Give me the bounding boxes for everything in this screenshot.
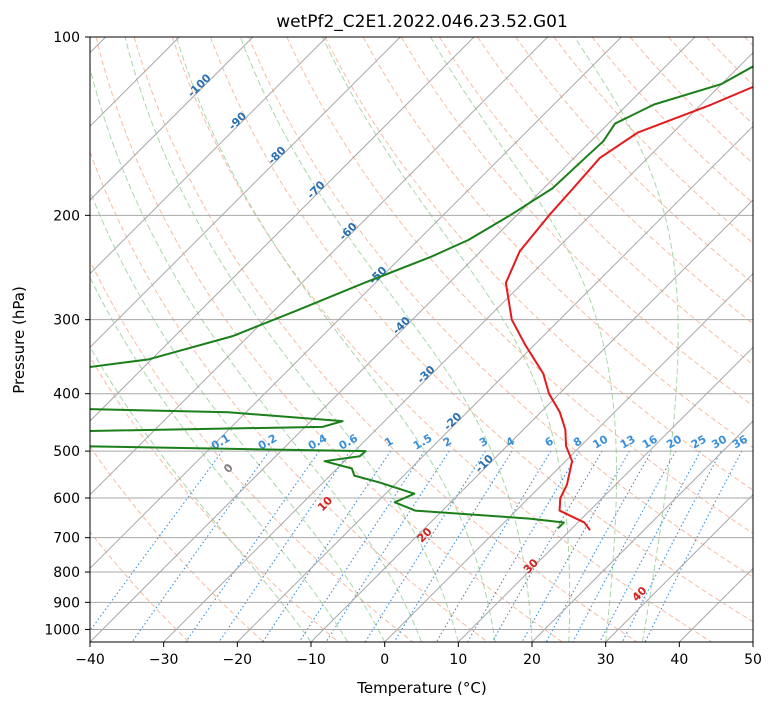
y-tick-label: 300 — [53, 313, 80, 329]
moist-adiabat-line — [124, 37, 459, 642]
dewpoint-line — [90, 65, 753, 530]
mixing-ratio-line — [572, 450, 677, 642]
dry-adiabat-line — [90, 150, 488, 642]
dry-adiabat-line — [210, 37, 753, 623]
moist-adiabat-line — [175, 37, 496, 642]
x-tick-label: 0 — [380, 652, 389, 668]
x-axis-title: Temperature (°C) — [356, 679, 486, 697]
isotherm-line — [605, 493, 753, 642]
y-tick-label: 800 — [53, 565, 80, 581]
isotherm-line — [90, 37, 401, 349]
isotherm-line — [163, 51, 753, 642]
x-tick-label: −20 — [223, 652, 253, 668]
x-tick-label: 50 — [744, 652, 762, 668]
dry-adiabat-line — [439, 37, 753, 366]
mixing-ratio-line — [185, 450, 320, 642]
moist-adiabat-line — [430, 37, 618, 642]
dry-adiabat-line — [90, 259, 414, 642]
isotherm-line — [90, 37, 622, 570]
x-tick-label: 40 — [670, 652, 688, 668]
x-tick-label: −10 — [296, 652, 326, 668]
y-tick-label: 100 — [53, 30, 80, 46]
x-tick-label: 10 — [449, 652, 467, 668]
isotherm-line — [310, 199, 753, 642]
dry-adiabat-line — [362, 37, 753, 449]
x-tick-label: 30 — [597, 652, 615, 668]
dry-adiabat-line — [324, 37, 753, 491]
dry-adiabat-line — [95, 37, 563, 642]
x-tick-label: 20 — [523, 652, 541, 668]
moist-adiabat-line — [90, 276, 349, 642]
mixing-ratio-line — [262, 450, 392, 642]
isotherm-line — [531, 420, 753, 642]
dry-adiabat-line — [133, 37, 638, 642]
dry-adiabat-line — [477, 37, 753, 325]
moist-adiabat-line — [322, 37, 571, 642]
moist-adiabat-line — [239, 37, 533, 642]
dry-adiabat-line — [286, 37, 753, 534]
moist-adiabat-line — [90, 345, 312, 642]
isotherm-line — [236, 125, 753, 642]
dry-adiabat-line — [90, 445, 264, 642]
y-tick-label: 600 — [53, 491, 80, 507]
mixing-ratio-line — [621, 450, 722, 642]
isotherm-line — [90, 37, 549, 496]
isotherm-line — [457, 346, 753, 642]
dry-adiabat-line — [171, 37, 712, 642]
chart-title: wetPf2_C2E1.2022.046.23.52.G01 — [276, 12, 568, 32]
y-tick-label: 700 — [53, 531, 80, 547]
dry-adiabat-line — [248, 37, 753, 578]
plot-frame — [89, 36, 754, 643]
mixing-ratio-line — [599, 450, 702, 642]
mixing-ratio-line — [644, 450, 743, 642]
mixing-ratio-line — [218, 450, 351, 642]
y-axis-title: Pressure (hPa) — [10, 286, 28, 394]
isotherm-line — [90, 37, 328, 275]
y-tick-label: 900 — [53, 595, 80, 611]
isotherm-line — [90, 37, 475, 422]
temperature-line — [504, 85, 753, 531]
dry-adiabat-line — [90, 531, 190, 642]
moist-adiabat-line — [574, 37, 679, 642]
y-tick-label: 200 — [53, 208, 80, 224]
y-tick-label: 1000 — [44, 622, 80, 638]
dry-adiabat-line — [90, 356, 339, 642]
moist-adiabat-line — [90, 189, 386, 642]
mixing-ratio-line — [90, 450, 223, 632]
dry-adiabat-line — [400, 37, 753, 407]
mixing-ratio-line — [298, 450, 425, 642]
mixing-ratio-line — [521, 450, 630, 642]
mixing-ratio-line — [491, 450, 603, 642]
data-series — [90, 65, 753, 531]
y-tick-label: 500 — [53, 444, 80, 460]
dry-adiabat-line — [515, 37, 753, 284]
y-tick-label: 400 — [53, 387, 80, 403]
isotherm-line — [384, 272, 753, 642]
mixing-ratio-line — [545, 450, 653, 642]
axes: −40 −30 −20 −10 0 10 20 30 40 50 100 200 300 400 500 60… — [44, 30, 762, 668]
moist-adiabat-line — [90, 66, 422, 642]
background-lines — [90, 37, 753, 642]
isotherm-line — [90, 37, 696, 642]
x-tick-label: −40 — [75, 652, 105, 668]
x-tick-label: −30 — [149, 652, 179, 668]
isotherm-line — [90, 37, 254, 201]
